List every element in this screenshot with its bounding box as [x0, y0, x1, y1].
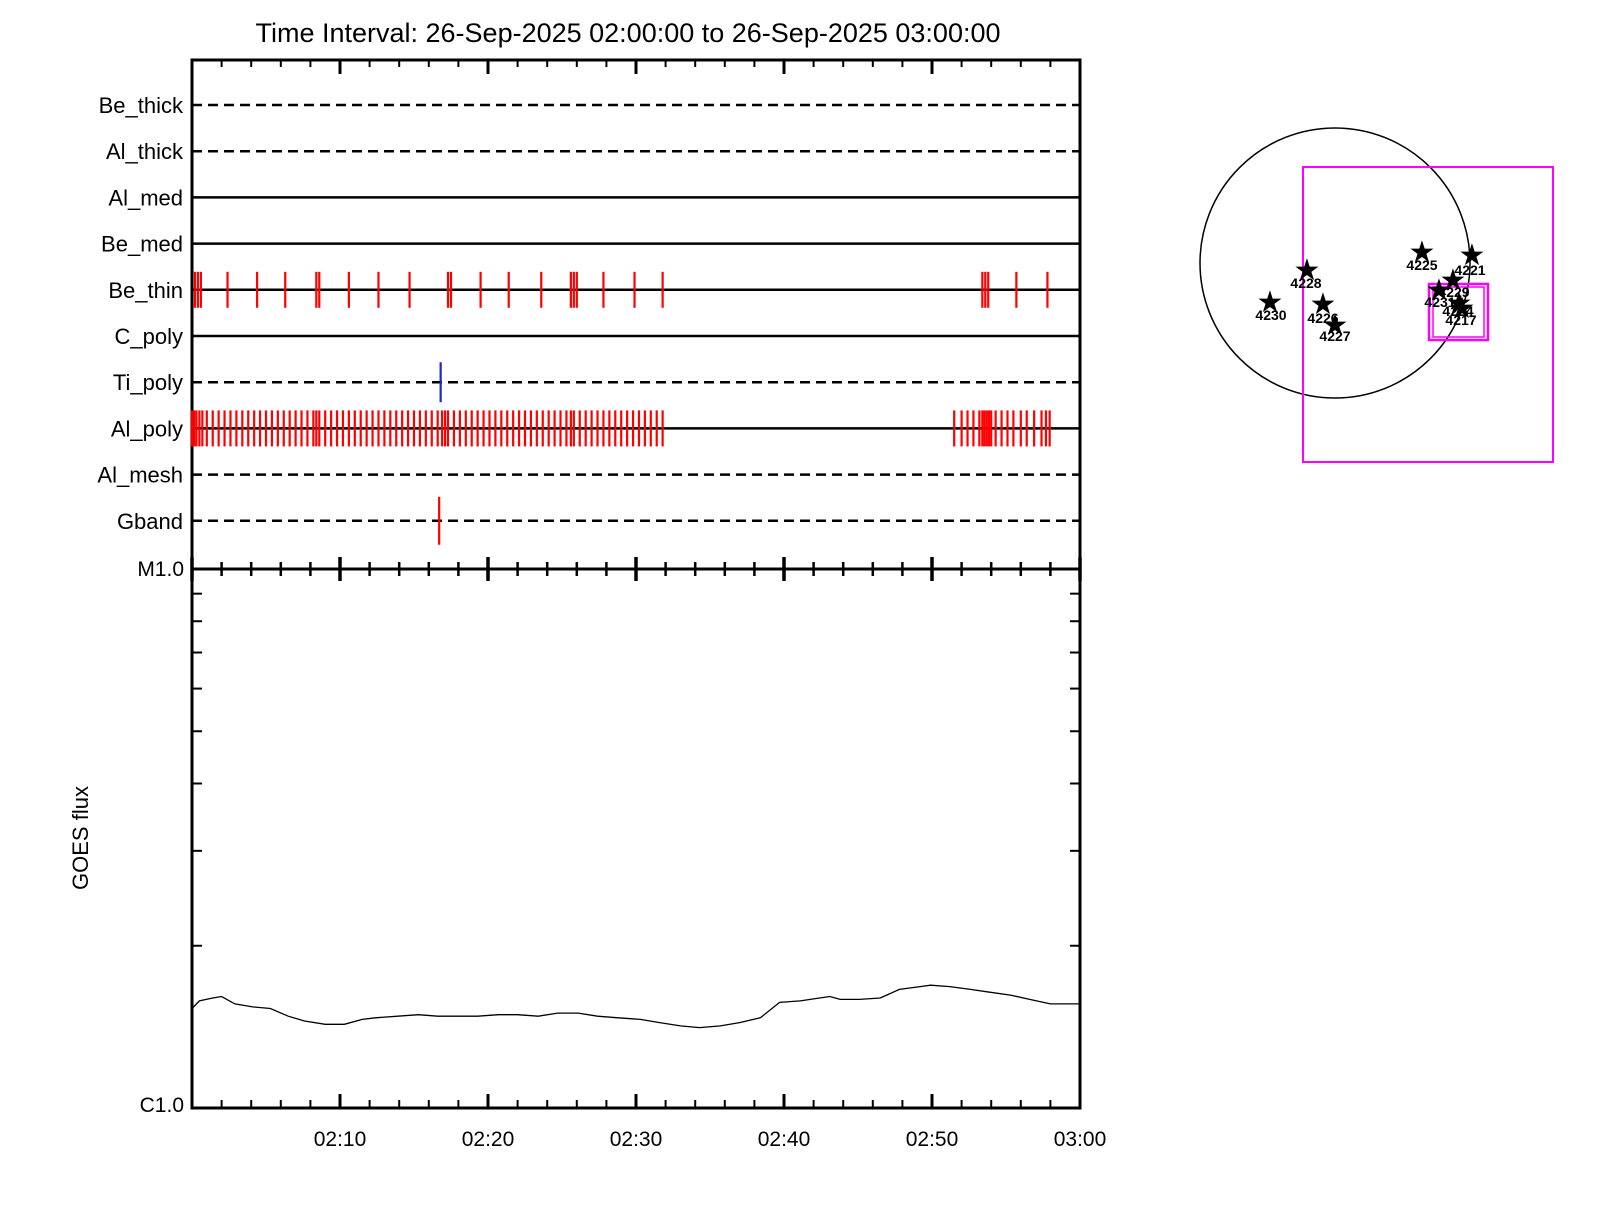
fov-box-small-outer	[1427, 282, 1490, 342]
active-region-label-4229: 4229	[1438, 284, 1469, 300]
filter-label-Be_thick: Be_thick	[99, 93, 184, 118]
active-region-star-4225: ★	[1409, 235, 1436, 270]
active-region-label-4227: 4227	[1319, 328, 1350, 344]
goes-ytick-label-bottom: C1.0	[140, 1094, 184, 1117]
fov-box-large	[1302, 166, 1554, 463]
filter-labels: Be_thick Al_thick Al_med Be_med Be_thin C_pol…	[97, 93, 184, 534]
active-region-label-4225: 4225	[1406, 257, 1437, 273]
active-region-star-4229: ★	[1440, 263, 1467, 298]
goes-xtick-label: 02:10	[314, 1128, 367, 1151]
active-region-label-4217: 4217	[1445, 312, 1476, 328]
active-region-star-4231: ★	[1426, 273, 1453, 308]
goes-xtick-label: 02:20	[462, 1128, 515, 1151]
filter-label-Be_thin: Be_thin	[108, 278, 183, 303]
active-region-star-4228: ★	[1294, 253, 1321, 288]
time-axis-ticks-bottom	[190, 1094, 1082, 1108]
goes-log-ticks	[192, 592, 1080, 947]
goes-flux-panel: M1.0 C1.0 GOES flux 02:10 02:20 02:30 02:40…	[68, 558, 1106, 1151]
filter-label-Al_med: Al_med	[108, 185, 183, 210]
active-region-star-4230: ★	[1257, 285, 1284, 320]
filter-label-Al_mesh: Al_mesh	[97, 463, 183, 488]
fov-box-small-inner	[1432, 286, 1485, 338]
timeline-panel-border	[190, 58, 1082, 571]
goes-xtick-label: 03:00	[1054, 1128, 1107, 1151]
filter-label-Gband: Gband	[117, 509, 183, 534]
active-region-label-4228: 4228	[1290, 275, 1321, 291]
active-region-markers: ★4225 ★4221★4228 ★4229★4231★4224★4217★4230…	[1255, 235, 1485, 344]
goes-x-labels: 02:10 02:20 02:30 02:40 02:50 03:00	[314, 1128, 1107, 1151]
filter-label-Al_thick: Al_thick	[106, 139, 184, 164]
active-region-star-4226: ★	[1310, 287, 1337, 322]
exposure-ticks	[190, 271, 1051, 545]
solar-limb-circle	[1199, 127, 1471, 399]
time-axis-ticks-top	[190, 60, 1082, 74]
active-region-label-4224: 4224	[1442, 303, 1473, 319]
filter-timeline-panel: Be_thick Al_thick Al_med Be_med Be_thin C_pol…	[97, 58, 1082, 581]
goes-xtick-label: 02:30	[610, 1128, 663, 1151]
active-region-star-4224: ★	[1446, 286, 1473, 321]
active-region-label-4231: 4231	[1424, 294, 1455, 310]
plot-title: Time Interval: 26-Sep-2025 02:00:00 to 2…	[255, 18, 1000, 48]
goes-panel-border	[190, 567, 1082, 1110]
filter-rows	[192, 103, 1080, 523]
goes-flux-curve	[191, 984, 1080, 1029]
solar-disk-map: ★4225 ★4221★4228 ★4229★4231★4224★4217★4230…	[1199, 127, 1554, 463]
goes-xtick-label: 02:50	[906, 1128, 959, 1151]
active-region-star-4217: ★	[1449, 291, 1476, 326]
active-region-label-4226: 4226	[1307, 310, 1338, 326]
active-region-star-4227: ★	[1322, 308, 1349, 343]
goes-ytick-label-top: M1.0	[137, 558, 184, 581]
filter-label-C_poly: C_poly	[115, 324, 183, 349]
active-region-star-4221: ★	[1459, 238, 1486, 273]
active-region-label-4230: 4230	[1255, 307, 1286, 323]
filter-label-Ti_poly: Ti_poly	[113, 370, 183, 395]
goes-y-axis-title: GOES flux	[68, 786, 93, 890]
active-region-label-4221: 4221	[1454, 262, 1485, 278]
filter-label-Be_med: Be_med	[101, 232, 183, 257]
filter-label-Al_poly: Al_poly	[111, 416, 183, 441]
goes-xtick-label: 02:40	[758, 1128, 811, 1151]
